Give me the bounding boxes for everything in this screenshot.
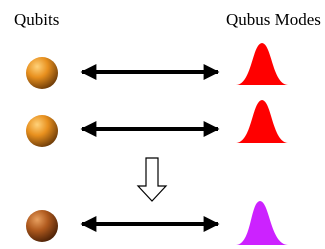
- qubit: [26, 115, 58, 147]
- mode-peak: [236, 100, 288, 143]
- diagram: Qubits Qubus Modes: [0, 0, 325, 249]
- mode-peak: [236, 43, 288, 85]
- qubus-modes-label: Qubus Modes: [226, 10, 321, 29]
- down-arrow: [138, 158, 166, 201]
- qubits-label: Qubits: [14, 10, 59, 29]
- qubit: [26, 57, 58, 89]
- mode-peak: [236, 201, 288, 245]
- qubit: [26, 210, 58, 242]
